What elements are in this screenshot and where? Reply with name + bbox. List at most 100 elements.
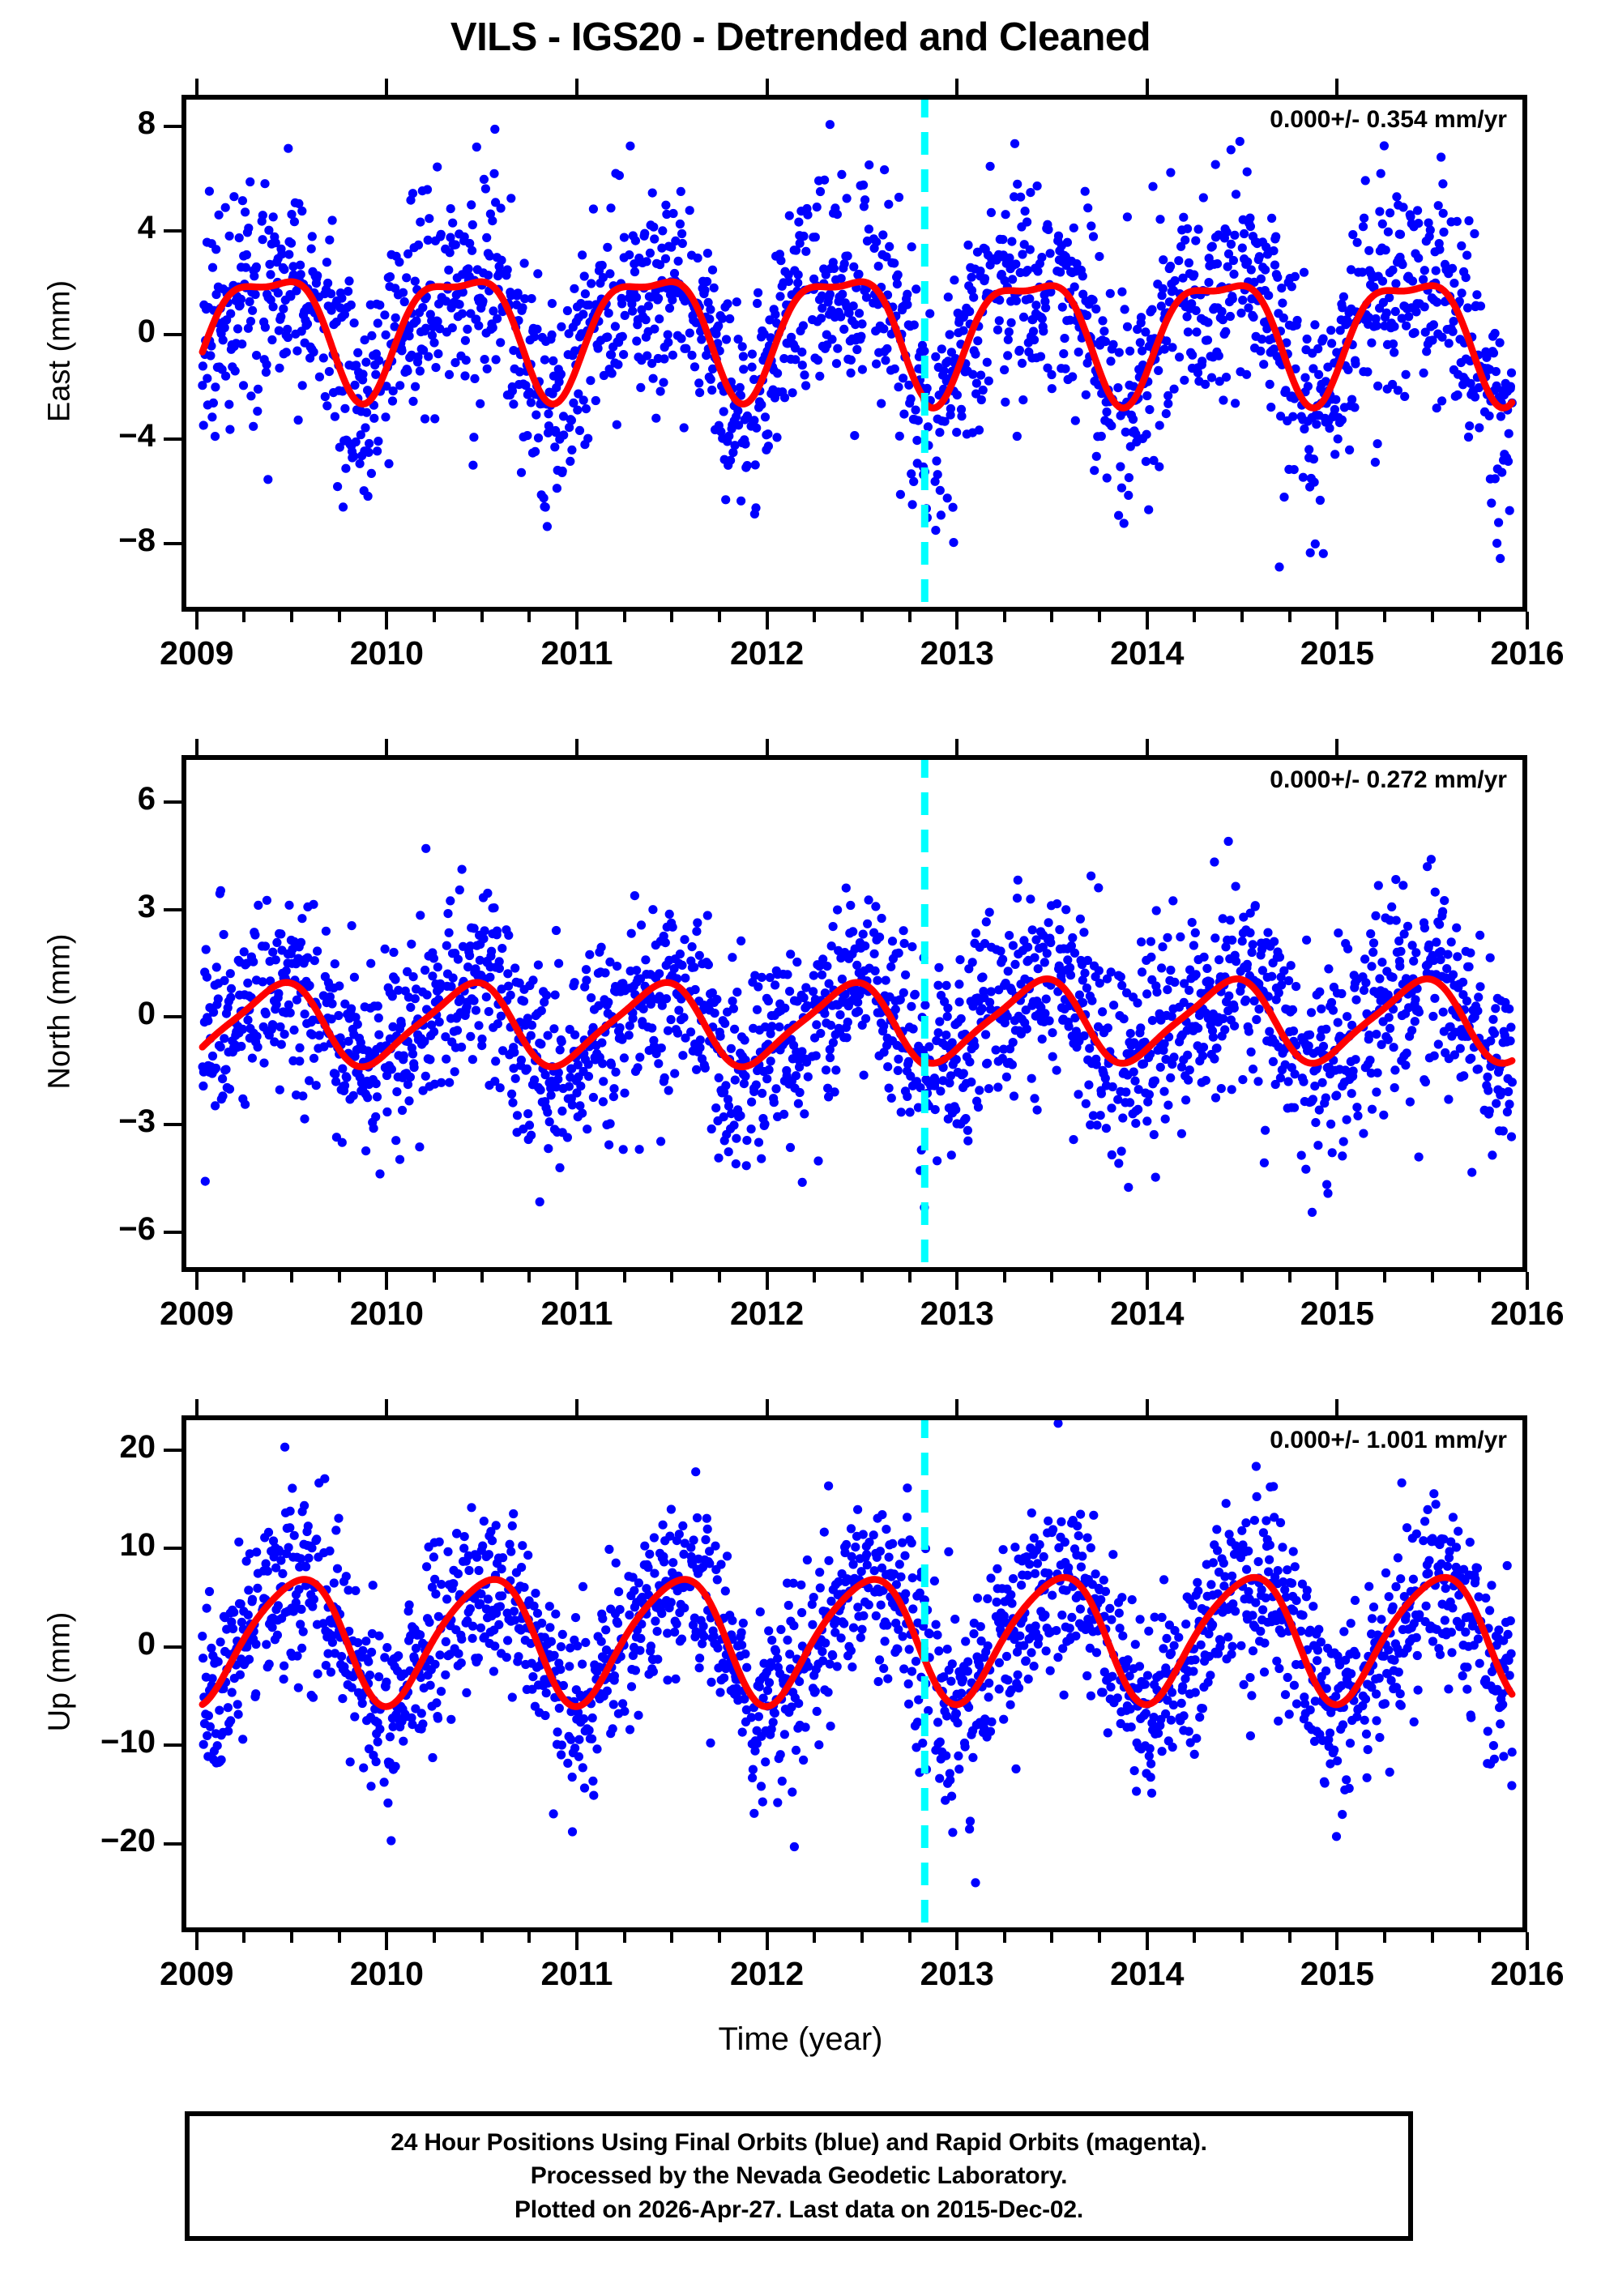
x-tick-minor-up-3-1	[813, 1932, 817, 1943]
x-tick-label-up-6: 2015	[1300, 1955, 1374, 1992]
x-tick-minor-north-1-1	[433, 1272, 437, 1282]
x-tick-label-east-3: 2012	[729, 634, 805, 672]
y-tick-up-4	[164, 1841, 181, 1846]
x-tick-major-north-4	[955, 1272, 959, 1290]
y-tick-label-north-2: 0	[137, 996, 156, 1032]
x-tick-label-east-6: 2015	[1300, 634, 1374, 672]
footer-line-1: 24 Hour Positions Using Final Orbits (bl…	[391, 2128, 1207, 2156]
footer-line-3: Plotted on 2026-Apr-27. Last data on 201…	[514, 2196, 1084, 2223]
x-tick-label-up-3: 2012	[729, 1955, 805, 1992]
x-tick-label-east-1: 2010	[349, 634, 424, 672]
model-curve-east-seg2	[921, 282, 1516, 412]
x-tick-minor-east-3-3	[907, 612, 912, 622]
y-tick-north-2	[164, 1015, 181, 1019]
model-curve-up-seg2	[921, 1573, 1516, 1709]
x-tick-top-north-3	[765, 739, 769, 755]
x-tick-label-east-7: 2016	[1490, 634, 1565, 672]
x-tick-minor-east-1-3	[527, 612, 532, 622]
x-tick-major-east-4	[955, 612, 959, 629]
model-curve-north-seg1	[199, 979, 929, 1071]
x-tick-label-north-0: 2009	[160, 1295, 234, 1332]
x-tick-top-north-2	[574, 739, 578, 755]
x-tick-major-north-1	[385, 1272, 389, 1290]
footer-line-2: Processed by the Nevada Geodetic Laborat…	[530, 2162, 1068, 2190]
data-layer-east	[198, 100, 1517, 607]
x-tick-minor-east-0-1	[242, 612, 246, 622]
x-tick-minor-east-6-2	[1430, 612, 1434, 622]
x-tick-label-east-5: 2014	[1110, 634, 1185, 672]
x-tick-major-east-6	[1335, 612, 1339, 629]
y-tick-up-1	[164, 1547, 181, 1551]
x-tick-top-up-5	[1145, 1399, 1149, 1415]
y-tick-label-east-2: 0	[137, 314, 156, 350]
y-tick-label-up-0: 20	[119, 1428, 156, 1465]
x-tick-label-north-5: 2014	[1110, 1295, 1185, 1332]
y-tick-up-2	[164, 1645, 181, 1649]
x-tick-label-up-1: 2010	[349, 1955, 424, 1992]
x-tick-minor-up-4-2	[1050, 1932, 1054, 1943]
x-tick-minor-east-1-2	[480, 612, 484, 622]
plot-frame-north	[181, 755, 1527, 1272]
x-tick-top-east-1	[385, 79, 389, 95]
x-tick-major-north-5	[1145, 1272, 1149, 1290]
y-tick-north-0	[164, 800, 181, 804]
y-tick-north-1	[164, 907, 181, 911]
x-tick-top-up-1	[385, 1399, 389, 1415]
x-tick-minor-north-5-2	[1240, 1272, 1245, 1282]
scatter-points-up	[198, 1420, 1517, 1888]
x-tick-minor-east-6-3	[1478, 612, 1482, 622]
x-tick-minor-north-3-3	[907, 1272, 912, 1282]
x-tick-minor-north-3-1	[813, 1272, 817, 1282]
x-tick-top-up-3	[765, 1399, 769, 1415]
x-axis-title: Time (year)	[718, 2021, 883, 2057]
x-tick-major-east-1	[385, 612, 389, 629]
x-tick-minor-up-2-2	[670, 1932, 674, 1943]
x-tick-minor-up-0-3	[337, 1932, 341, 1943]
x-tick-minor-east-0-2	[290, 612, 294, 622]
x-tick-minor-north-2-3	[717, 1272, 721, 1282]
x-tick-label-north-4: 2013	[920, 1295, 994, 1332]
x-tick-top-east-6	[1335, 79, 1339, 95]
x-tick-minor-north-4-3	[1098, 1272, 1102, 1282]
x-tick-top-east-2	[574, 79, 578, 95]
x-tick-top-north-5	[1145, 739, 1149, 755]
scatter-points-east	[198, 120, 1517, 572]
x-tick-top-north-6	[1335, 739, 1339, 755]
x-tick-minor-up-5-3	[1287, 1932, 1291, 1943]
x-tick-minor-east-0-3	[337, 612, 341, 622]
x-tick-top-up-4	[955, 1399, 959, 1415]
x-tick-minor-east-3-2	[860, 612, 864, 622]
x-tick-major-east-5	[1145, 612, 1149, 629]
x-tick-minor-up-3-3	[907, 1932, 912, 1943]
x-tick-top-east-0	[194, 79, 199, 95]
x-tick-major-up-5	[1145, 1932, 1149, 1950]
x-tick-minor-east-4-2	[1050, 612, 1054, 622]
x-tick-major-north-7	[1526, 1272, 1529, 1290]
x-tick-minor-up-2-3	[717, 1932, 721, 1943]
x-tick-minor-up-5-1	[1193, 1932, 1197, 1943]
x-tick-minor-north-3-2	[860, 1272, 864, 1282]
x-tick-top-east-5	[1145, 79, 1149, 95]
x-tick-minor-up-2-1	[622, 1932, 626, 1943]
x-tick-minor-east-5-2	[1240, 612, 1245, 622]
x-tick-major-east-0	[194, 612, 199, 629]
y-tick-label-north-4: −6	[118, 1211, 156, 1248]
y-tick-label-up-2: 0	[137, 1625, 156, 1662]
model-curve-up-seg1	[199, 1576, 929, 1710]
x-tick-minor-up-0-2	[290, 1932, 294, 1943]
footer-caption-box: 24 Hour Positions Using Final Orbits (bl…	[185, 2111, 1413, 2241]
x-tick-minor-north-0-1	[242, 1272, 246, 1282]
x-tick-top-north-4	[955, 739, 959, 755]
y-tick-east-2	[164, 333, 181, 337]
x-tick-major-north-6	[1335, 1272, 1339, 1290]
scatter-points-north	[198, 836, 1517, 1217]
x-tick-minor-east-5-1	[1193, 612, 1197, 622]
x-tick-top-north-0	[194, 739, 199, 755]
x-tick-major-north-0	[194, 1272, 199, 1290]
x-tick-major-east-3	[765, 612, 769, 629]
x-tick-minor-up-6-1	[1383, 1932, 1387, 1943]
x-tick-minor-up-4-1	[1002, 1932, 1006, 1943]
